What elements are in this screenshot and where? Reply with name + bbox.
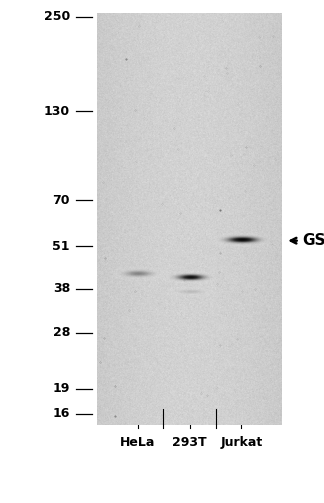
Text: 28: 28	[52, 326, 70, 340]
Text: HeLa: HeLa	[120, 436, 156, 449]
Text: GSDMD: GSDMD	[302, 233, 324, 248]
Text: 70: 70	[52, 194, 70, 207]
Text: 38: 38	[53, 282, 70, 295]
Text: 16: 16	[52, 407, 70, 420]
Text: 51: 51	[52, 240, 70, 253]
Text: 293T: 293T	[172, 436, 207, 449]
Text: Jurkat: Jurkat	[220, 436, 262, 449]
Text: 130: 130	[44, 105, 70, 118]
Text: 250: 250	[44, 10, 70, 23]
Text: 19: 19	[52, 382, 70, 395]
